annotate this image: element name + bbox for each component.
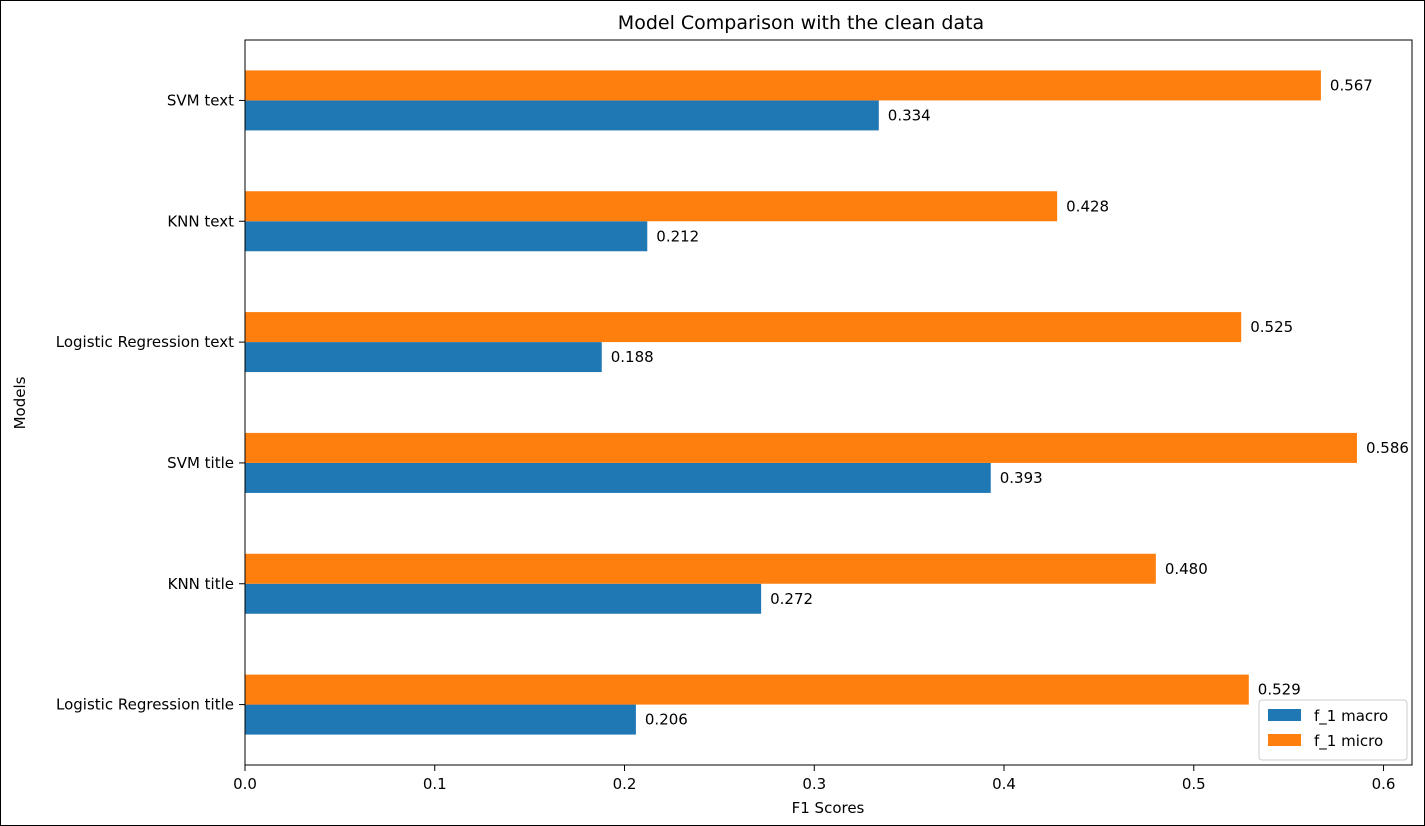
- bar-label-f-1-micro-svm-text: 0.567: [1330, 76, 1373, 94]
- bar-f-1-macro-logistic-regression-text: [245, 342, 602, 373]
- x-tick-label-2: 0.2: [613, 775, 637, 793]
- bar-label-f-1-micro-svm-title: 0.586: [1366, 439, 1409, 457]
- bar-labels-layer: 0.206 0.529 0.272 0.480 0.393 0.586 0.188 0.525…: [611, 76, 1409, 728]
- bar-f-1-micro-svm-title: [245, 432, 1357, 463]
- bar-label-f-1-macro-svm-title: 0.393: [1000, 469, 1043, 487]
- y-tick-label-knn-title: KNN title: [168, 575, 234, 593]
- bar-label-f-1-macro-logistic-regression-title: 0.206: [645, 711, 688, 729]
- y-tick-label-knn-text: KNN text: [167, 212, 234, 230]
- bar-f-1-micro-logistic-regression-title: [245, 674, 1249, 705]
- x-tick-label-0: 0.0: [233, 775, 257, 793]
- legend: f_1 macro f_1 micro: [1258, 699, 1408, 761]
- bar-f-1-micro-knn-title: [245, 553, 1156, 584]
- bar-f-1-micro-logistic-regression-text: [245, 312, 1242, 343]
- bar-f-1-macro-logistic-regression-title: [245, 704, 636, 735]
- bars-layer: [245, 70, 1357, 735]
- legend-swatch-f-1-macro: [1268, 709, 1301, 721]
- bar-label-f-1-micro-knn-title: 0.480: [1165, 560, 1208, 578]
- bar-f-1-macro-svm-text: [245, 100, 879, 131]
- bar-f-1-micro-svm-text: [245, 70, 1321, 101]
- x-tick-label-6: 0.6: [1372, 775, 1396, 793]
- y-tick-label-logistic-regression-text: Logistic Regression text: [56, 333, 234, 351]
- bar-label-f-1-macro-logistic-regression-text: 0.188: [611, 348, 654, 366]
- y-tick-label-svm-text: SVM text: [167, 91, 234, 109]
- y-tick-label-svm-title: SVM title: [167, 454, 234, 472]
- bar-label-f-1-macro-svm-text: 0.334: [888, 106, 931, 124]
- x-tick-label-3: 0.3: [802, 775, 826, 793]
- x-axis: 0.0 0.1 0.2 0.3 0.4 0.5 0.6: [233, 765, 1395, 793]
- bar-label-f-1-micro-logistic-regression-title: 0.529: [1258, 681, 1301, 699]
- bar-label-f-1-macro-knn-text: 0.212: [656, 227, 699, 245]
- bar-f-1-micro-knn-text: [245, 191, 1058, 222]
- x-tick-label-5: 0.5: [1182, 775, 1206, 793]
- x-tick-label-4: 0.4: [992, 775, 1016, 793]
- y-axis: Logistic Regression title KNN title SVM ti…: [56, 91, 245, 714]
- plot-frame: [244, 39, 1413, 766]
- legend-label-f-1-micro: f_1 micro: [1314, 732, 1383, 751]
- bar-label-f-1-micro-logistic-regression-text: 0.525: [1250, 318, 1293, 336]
- x-axis-label: F1 Scores: [792, 799, 865, 817]
- bar-f-1-macro-knn-title: [245, 583, 762, 614]
- bar-label-f-1-micro-knn-text: 0.428: [1066, 197, 1109, 215]
- y-axis-label: Models: [11, 376, 29, 429]
- bar-f-1-macro-svm-title: [245, 462, 991, 493]
- x-tick-label-1: 0.1: [423, 775, 447, 793]
- legend-swatch-f-1-micro: [1268, 734, 1301, 746]
- legend-label-f-1-macro: f_1 macro: [1314, 707, 1388, 726]
- bar-f-1-macro-knn-text: [245, 221, 648, 252]
- y-tick-label-logistic-regression-title: Logistic Regression title: [56, 696, 234, 714]
- chart-title: Model Comparison with the clean data: [618, 12, 984, 34]
- bar-label-f-1-macro-knn-title: 0.272: [770, 590, 813, 608]
